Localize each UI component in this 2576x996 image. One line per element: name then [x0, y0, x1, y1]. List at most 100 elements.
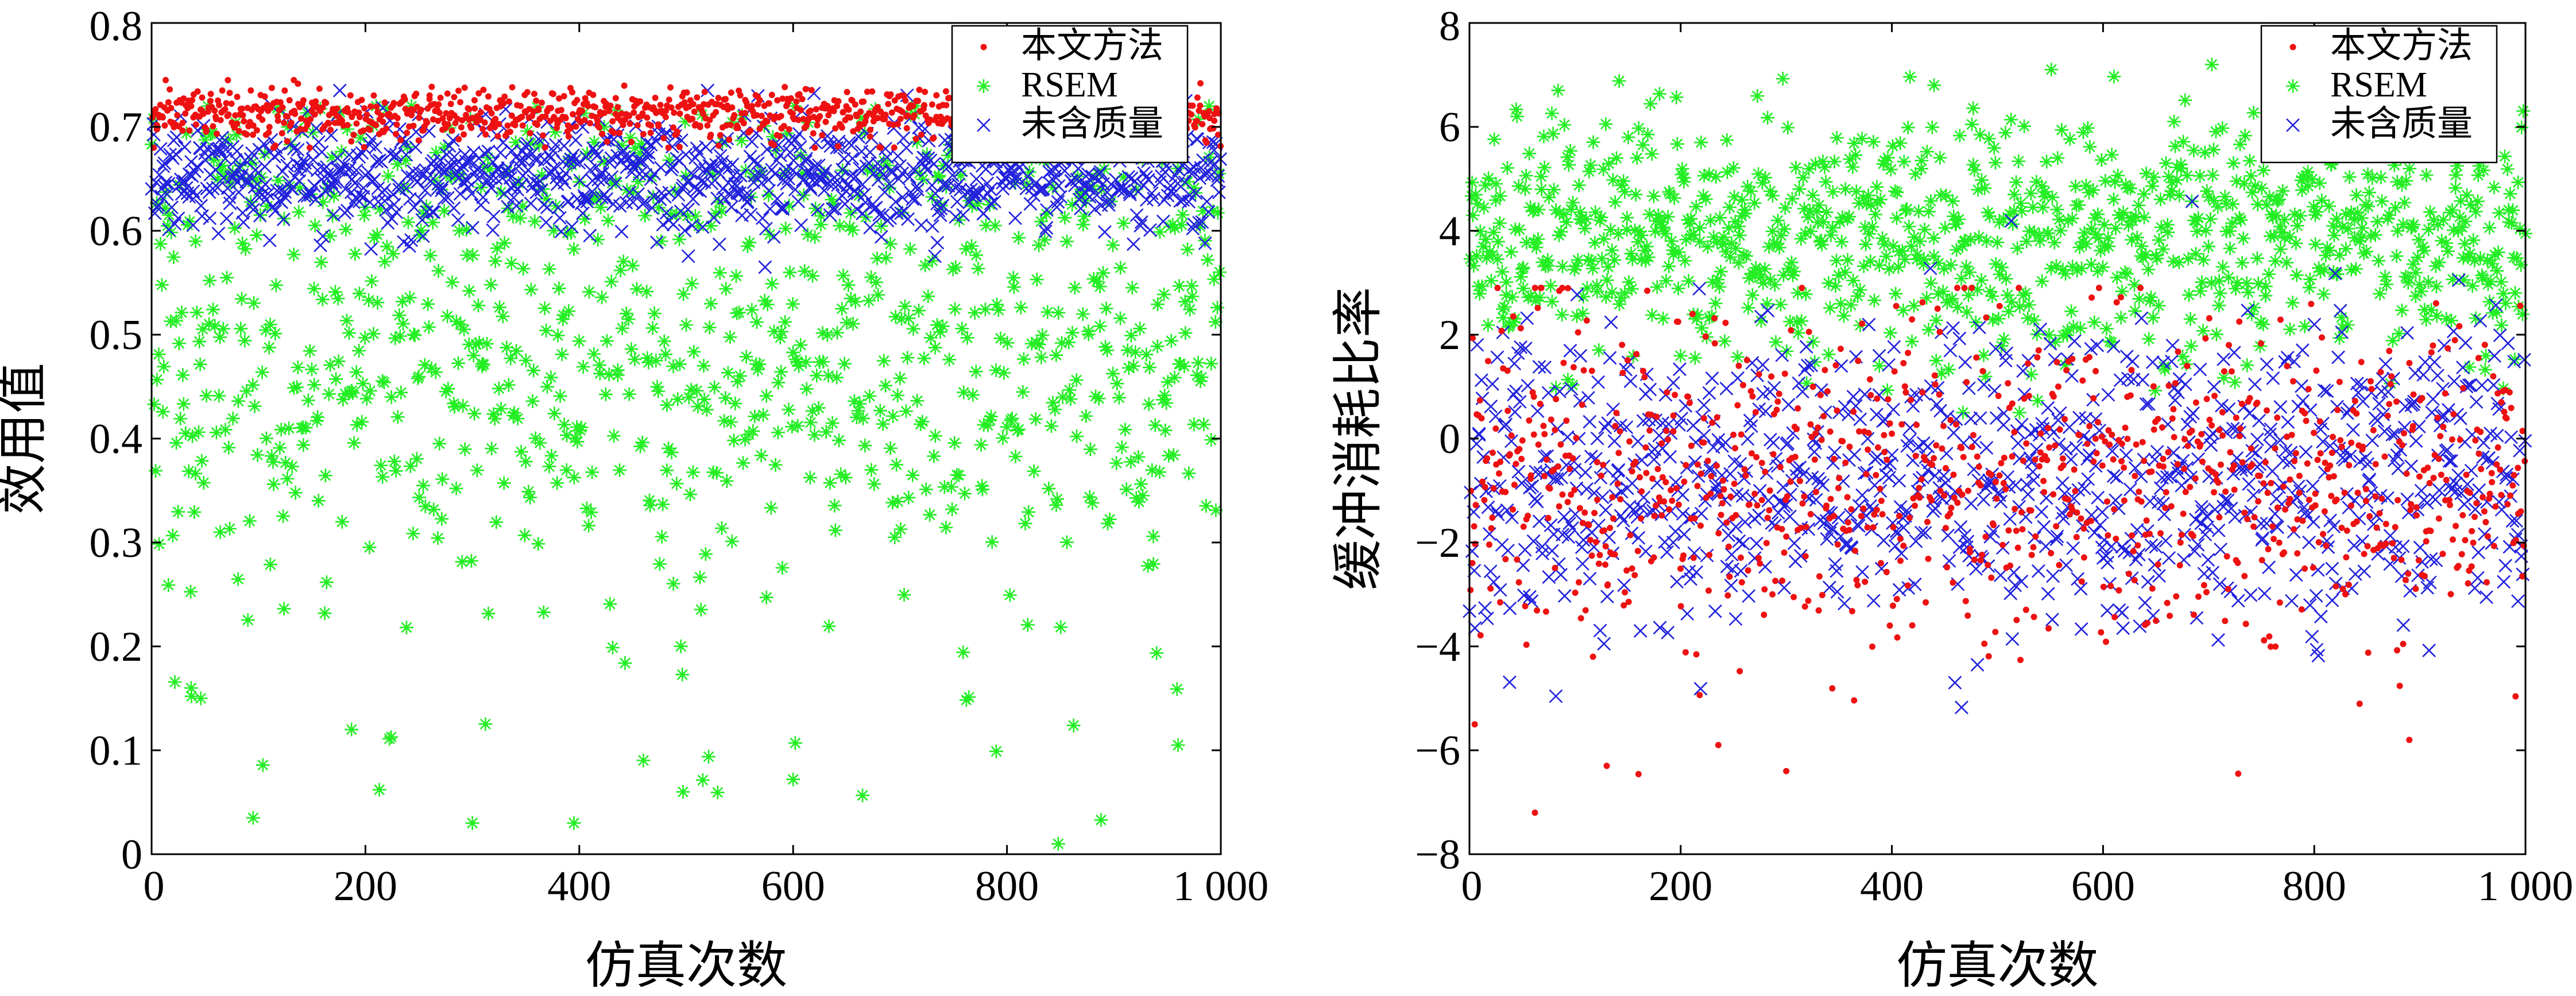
- point-rsem: [1132, 495, 1146, 509]
- point-rsem: [1042, 482, 1056, 496]
- point-rsem: [2207, 193, 2221, 208]
- point-method: [634, 122, 641, 129]
- point-method: [538, 99, 545, 106]
- point-rsem: [1979, 234, 1994, 248]
- point-no-quality: [863, 220, 877, 235]
- point-rsem: [352, 286, 366, 301]
- point-no-quality: [434, 163, 448, 177]
- point-rsem: [2388, 200, 2403, 215]
- point-rsem: [2396, 217, 2410, 231]
- point-rsem: [2091, 207, 2105, 222]
- point-rsem: [2260, 198, 2274, 212]
- point-no-quality: [276, 164, 289, 179]
- point-rsem: [768, 458, 783, 472]
- point-rsem: [2330, 267, 2345, 281]
- point-no-quality: [2372, 397, 2387, 411]
- point-rsem: [957, 486, 972, 501]
- point-rsem: [2139, 166, 2153, 181]
- point-no-quality: [190, 160, 204, 174]
- point-rsem: [1842, 210, 1856, 224]
- point-no-quality: [1994, 568, 2008, 582]
- point-rsem: [774, 365, 788, 379]
- point-rsem: [1541, 259, 1555, 273]
- point-rsem: [1765, 188, 1780, 203]
- y-tick-label: 0.1: [90, 727, 143, 774]
- point-no-quality: [1834, 359, 1848, 373]
- point-no-quality: [1663, 449, 1677, 464]
- point-no-quality: [385, 211, 399, 226]
- point-no-quality: [1050, 200, 1064, 214]
- point-rsem: [2330, 212, 2344, 226]
- point-no-quality: [767, 230, 781, 244]
- point-rsem: [345, 383, 359, 398]
- point-rsem: [1046, 180, 1060, 195]
- point-rsem: [2430, 309, 2444, 323]
- point-rsem: [1754, 270, 1768, 285]
- point-no-quality: [404, 233, 419, 247]
- point-rsem: [465, 816, 479, 830]
- point-rsem: [854, 111, 868, 125]
- point-method: [832, 125, 839, 132]
- point-method: [326, 120, 332, 127]
- point-rsem: [666, 576, 680, 591]
- point-rsem: [604, 274, 618, 289]
- point-method: [211, 107, 218, 114]
- point-rsem: [176, 397, 191, 411]
- point-no-quality: [2084, 508, 2099, 522]
- point-rsem: [651, 384, 666, 398]
- point-no-quality: [2227, 346, 2241, 360]
- point-rsem: [2193, 169, 2207, 183]
- point-rsem: [2275, 225, 2289, 239]
- point-rsem: [231, 394, 246, 408]
- point-no-quality: [1752, 508, 1766, 522]
- point-rsem: [785, 420, 799, 434]
- point-rsem: [2312, 176, 2327, 190]
- point-no-quality: [1156, 214, 1170, 228]
- point-no-quality: [529, 185, 543, 200]
- point-method: [637, 98, 644, 105]
- point-rsem: [524, 136, 538, 150]
- point-rsem: [2503, 187, 2517, 201]
- point-rsem: [2419, 312, 2434, 327]
- point-rsem: [1504, 245, 1518, 259]
- point-method: [300, 97, 307, 104]
- point-rsem: [790, 354, 804, 369]
- point-rsem: [162, 208, 176, 222]
- point-no-quality: [2299, 445, 2313, 459]
- point-rsem: [1812, 198, 1826, 212]
- point-rsem: [1702, 167, 1716, 181]
- point-rsem: [303, 344, 317, 358]
- point-rsem: [894, 312, 908, 326]
- point-rsem: [888, 530, 902, 544]
- point-no-quality: [809, 135, 823, 150]
- point-rsem: [323, 228, 337, 243]
- point-no-quality: [671, 188, 686, 202]
- point-rsem: [694, 602, 708, 617]
- point-rsem: [832, 433, 846, 448]
- point-no-quality: [1674, 412, 1689, 426]
- point-rsem: [1703, 214, 1718, 228]
- point-rsem: [830, 370, 844, 385]
- point-no-quality: [788, 132, 802, 146]
- point-rsem: [652, 557, 667, 571]
- point-no-quality: [2035, 505, 2049, 519]
- point-rsem: [1204, 433, 1219, 447]
- point-rsem: [362, 540, 377, 555]
- point-rsem: [2392, 327, 2406, 341]
- point-no-quality: [2124, 482, 2137, 497]
- point-method: [644, 114, 651, 121]
- point-rsem: [919, 482, 933, 497]
- point-rsem: [1531, 203, 1546, 217]
- point-rsem: [2350, 206, 2365, 220]
- point-rsem: [1014, 300, 1028, 315]
- point-no-quality: [877, 185, 892, 199]
- point-no-quality: [1530, 494, 1544, 509]
- point-no-quality: [539, 215, 553, 230]
- point-no-quality: [466, 220, 479, 235]
- point-no-quality: [2427, 355, 2442, 369]
- point-rsem: [941, 148, 956, 162]
- point-method: [446, 115, 453, 122]
- point-no-quality: [1484, 400, 1498, 413]
- point-method: [547, 104, 554, 111]
